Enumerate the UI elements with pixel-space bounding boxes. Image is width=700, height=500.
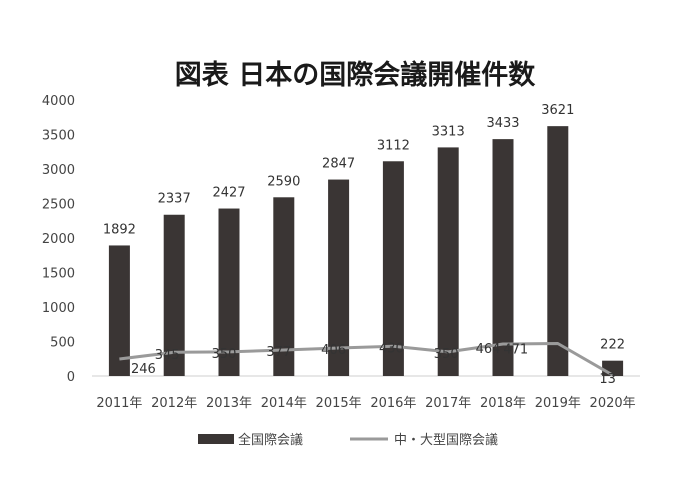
bar: [108, 245, 130, 376]
bar-data-label: 222: [600, 338, 625, 353]
y-tick-label: 0: [67, 370, 75, 385]
x-tick-label: 2017年: [425, 396, 471, 411]
y-tick-label: 2000: [42, 232, 75, 247]
line-data-label: 350: [434, 347, 459, 362]
bar-data-label: 3433: [486, 116, 519, 131]
x-tick-label: 2013年: [206, 396, 252, 411]
line-data-label: 350: [212, 347, 237, 362]
bar-data-labels: 1892 2337 2427 2590 2847 3112 3313 3433 3621 222: [103, 103, 625, 353]
y-tick-label: 500: [50, 336, 75, 351]
y-tick-label: 4000: [42, 94, 75, 109]
line-data-label: 406: [321, 343, 346, 358]
bar-data-label: 3621: [541, 103, 574, 118]
y-tick-label: 1500: [42, 267, 75, 282]
line-data-label: 430: [379, 341, 404, 356]
x-tick-label: 2020年: [590, 396, 636, 411]
x-axis: 2011年 2012年 2013年 2014年 2015年 2016年 2017年 2018年…: [96, 396, 635, 411]
x-tick-label: 2012年: [151, 396, 197, 411]
bar: [218, 208, 240, 376]
legend-label-bar: 全国際会議: [238, 432, 303, 448]
bar-series: [108, 126, 624, 376]
y-tick-label: 1000: [42, 301, 75, 316]
bar-data-label: 2590: [267, 174, 300, 189]
line-data-label: 246: [131, 362, 156, 377]
y-tick-label: 3000: [42, 163, 75, 178]
legend: 全国際会議 中・大型国際会議: [198, 432, 498, 448]
bar-data-label: 2427: [212, 186, 245, 201]
x-tick-label: 2014年: [261, 396, 307, 411]
bar-data-label: 3112: [377, 138, 410, 153]
line-data-label: 345: [155, 348, 180, 363]
series-line: [119, 342, 614, 377]
bar: [382, 161, 404, 376]
x-tick-label: 2015年: [316, 396, 362, 411]
bar-data-label: 1892: [103, 222, 136, 237]
line-data-label: 464: [476, 342, 501, 357]
bar: [273, 197, 295, 376]
x-tick-label: 2019年: [535, 396, 581, 411]
y-tick-label: 2500: [42, 198, 75, 213]
x-tick-label: 2011年: [96, 396, 142, 411]
bar: [492, 139, 514, 376]
y-tick-label: 3500: [42, 129, 75, 144]
bar-data-label: 3313: [432, 124, 465, 139]
bar-data-label: 2847: [322, 157, 355, 172]
chart-title: 図表 日本の国際会議開催件数: [175, 60, 536, 91]
legend-swatch-bar: [198, 434, 234, 444]
bar: [328, 179, 350, 376]
line-series: [119, 342, 614, 377]
x-tick-label: 2016年: [370, 396, 416, 411]
bar-data-label: 2337: [158, 192, 191, 207]
y-axis: 0 500 1000 1500 2000 2500 3000 3500 4000: [42, 94, 75, 385]
line-data-label: 13: [599, 372, 616, 387]
line-data-label: 471: [503, 343, 528, 358]
bar: [437, 147, 459, 376]
legend-label-line: 中・大型国際会議: [394, 433, 498, 448]
bar: [163, 214, 185, 376]
x-tick-label: 2018年: [480, 396, 526, 411]
line-data-label: 377: [266, 345, 291, 360]
bar: [547, 126, 569, 376]
